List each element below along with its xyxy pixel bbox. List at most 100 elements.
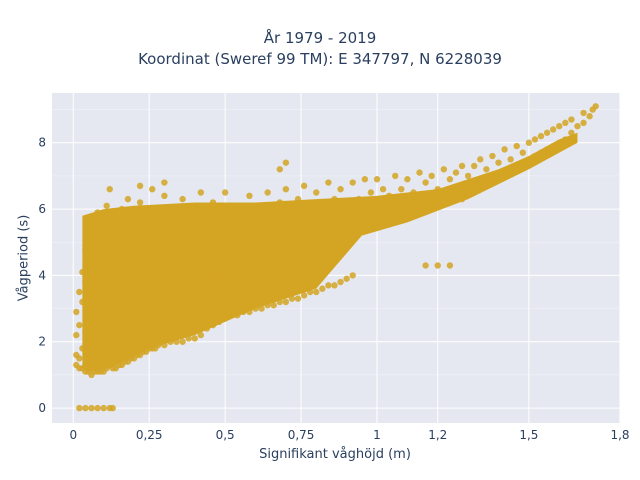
data-point bbox=[130, 222, 138, 229]
data-point bbox=[270, 219, 277, 226]
data-point bbox=[531, 152, 539, 160]
data-point bbox=[197, 331, 205, 339]
data-point bbox=[94, 209, 101, 216]
data-point bbox=[367, 212, 375, 219]
data-point bbox=[246, 242, 253, 249]
data-point bbox=[404, 202, 411, 209]
data-point bbox=[73, 308, 80, 316]
data-point bbox=[483, 166, 490, 173]
data-point bbox=[319, 245, 326, 253]
data-point bbox=[94, 404, 101, 412]
data-point bbox=[464, 172, 472, 180]
data-point bbox=[446, 262, 454, 269]
data-point bbox=[519, 159, 527, 166]
data-point bbox=[124, 288, 132, 296]
data-point bbox=[452, 169, 460, 176]
data-point bbox=[106, 185, 113, 193]
data-point bbox=[136, 199, 144, 206]
data-point bbox=[525, 139, 533, 146]
data-point bbox=[288, 258, 296, 266]
data-point bbox=[76, 404, 83, 412]
data-point bbox=[343, 232, 350, 239]
x-tick-label: 1 bbox=[373, 428, 381, 442]
data-point bbox=[155, 315, 162, 322]
data-point bbox=[221, 315, 229, 322]
data-point bbox=[313, 235, 320, 243]
data-point bbox=[373, 222, 381, 229]
data-point bbox=[385, 192, 393, 200]
data-point bbox=[161, 192, 168, 200]
data-point bbox=[88, 232, 95, 239]
data-point bbox=[161, 292, 168, 299]
x-axis-title: Signifikant våghöjd (m) bbox=[259, 447, 411, 462]
data-point bbox=[161, 179, 168, 186]
data-point bbox=[264, 239, 271, 246]
data-point bbox=[355, 225, 362, 233]
data-point bbox=[106, 275, 113, 282]
data-point bbox=[109, 305, 116, 312]
data-point bbox=[331, 282, 338, 289]
data-points bbox=[73, 103, 599, 412]
data-point bbox=[118, 205, 126, 213]
data-point bbox=[373, 199, 381, 206]
data-point bbox=[240, 308, 247, 316]
data-point bbox=[319, 285, 326, 292]
data-point bbox=[513, 142, 520, 150]
data-point bbox=[109, 252, 116, 259]
data-point bbox=[88, 404, 95, 412]
data-point bbox=[331, 195, 338, 203]
data-point bbox=[282, 185, 290, 193]
data-point bbox=[495, 159, 502, 166]
data-point bbox=[519, 149, 527, 156]
data-point bbox=[91, 295, 98, 302]
data-point bbox=[385, 215, 393, 223]
y-tick-label: 0 bbox=[38, 401, 46, 415]
data-point bbox=[349, 215, 356, 223]
data-point bbox=[337, 185, 344, 193]
y-axis-title: Vågperiod (s) bbox=[16, 214, 32, 302]
data-point bbox=[203, 325, 211, 332]
data-point bbox=[367, 189, 375, 196]
data-point bbox=[543, 146, 551, 153]
y-tick-label: 2 bbox=[38, 335, 46, 349]
data-point bbox=[109, 404, 116, 412]
data-point bbox=[88, 285, 95, 292]
data-point bbox=[507, 166, 514, 173]
data-point bbox=[133, 308, 141, 316]
data-point bbox=[537, 132, 545, 140]
data-point bbox=[416, 199, 423, 206]
data-point bbox=[145, 215, 153, 223]
x-tick-label: 0,75 bbox=[288, 428, 315, 442]
data-point bbox=[139, 239, 147, 246]
data-point bbox=[543, 129, 551, 136]
data-point bbox=[276, 298, 284, 306]
data-point bbox=[234, 202, 241, 209]
data-point bbox=[185, 245, 192, 253]
data-point bbox=[100, 215, 107, 223]
data-point bbox=[152, 265, 159, 272]
data-point bbox=[586, 113, 593, 120]
data-point bbox=[404, 176, 411, 183]
data-point bbox=[549, 142, 557, 150]
data-point bbox=[379, 185, 387, 193]
data-point bbox=[209, 199, 217, 206]
data-point bbox=[185, 308, 192, 316]
data-point bbox=[562, 136, 569, 143]
data-point bbox=[446, 176, 454, 183]
data-point bbox=[85, 338, 92, 345]
data-point bbox=[115, 338, 123, 345]
data-point bbox=[258, 305, 265, 312]
data-point bbox=[434, 185, 441, 193]
data-point bbox=[100, 262, 107, 269]
data-point bbox=[240, 215, 247, 223]
data-point bbox=[228, 225, 235, 233]
data-point bbox=[422, 179, 429, 186]
data-point bbox=[173, 338, 180, 345]
data-point bbox=[76, 321, 83, 329]
data-point bbox=[440, 192, 448, 200]
data-point bbox=[379, 209, 387, 216]
data-point bbox=[568, 129, 575, 136]
data-point bbox=[410, 189, 417, 196]
data-point bbox=[127, 245, 135, 253]
